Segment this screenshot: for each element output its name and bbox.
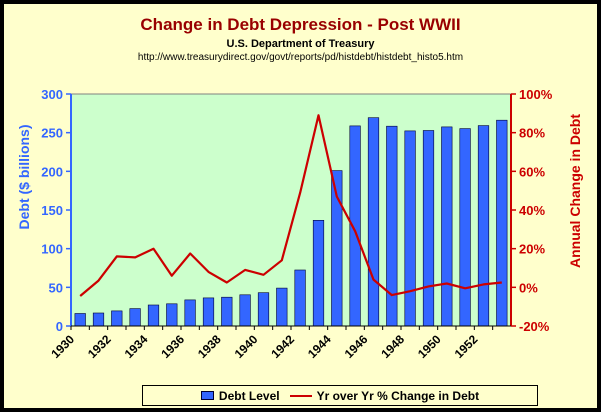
x-tick-label: 1934: [122, 332, 151, 361]
bar-1941: [276, 287, 288, 327]
chart-source: http://www.treasurydirect.gov/govt/repor…: [137, 52, 464, 63]
bar-1936: [184, 299, 196, 327]
y-tick-label: 200: [41, 164, 63, 179]
legend-item-debt-level: Debt Level: [200, 388, 280, 403]
bar-1940: [257, 292, 270, 327]
legend-item-pct-change: Yr over Yr % Change in Debt: [289, 388, 480, 403]
x-tick-label: 1942: [268, 332, 297, 361]
legend-label-pct-change: Yr over Yr % Change in Debt: [316, 388, 480, 403]
y2-tick-label: 40%: [519, 203, 545, 218]
bar-1942: [294, 269, 306, 327]
x-tick-label: 1940: [232, 332, 261, 361]
x-tick-label: 1932: [85, 332, 114, 361]
debt-chart: 0 50 100 150 200 250 300 -20% 0% 20% 40% 60% 80% 100%…: [16, 87, 583, 361]
x-tick-label: 1952: [452, 332, 481, 361]
legend-swatch-bar: [200, 391, 214, 400]
bar-1948: [404, 130, 416, 327]
x-tick-label: 1936: [158, 332, 187, 361]
x-tick-label: 1930: [48, 332, 77, 361]
pct-change-line: [79, 114, 502, 297]
y2-tick-label: 20%: [519, 242, 545, 257]
bar-1950: [441, 126, 453, 327]
bar-1934: [147, 304, 160, 327]
bar-1930: [74, 313, 86, 327]
bar-1935: [166, 303, 178, 327]
y-axis-label: Debt ($ billions): [16, 125, 32, 230]
bar-1932: [111, 310, 123, 327]
y-tick-label: 150: [41, 203, 63, 218]
x-tick-label: 1944: [305, 332, 334, 361]
bar-1953: [496, 119, 508, 327]
chart-frame: Change in Debt Depression - Post WWII U.…: [4, 4, 597, 408]
y-tick-label: 250: [41, 126, 63, 141]
plot-background: [70, 93, 512, 327]
y2-tick-label: 60%: [519, 164, 545, 179]
y2-axis-label: Annual Change in Debt: [567, 114, 583, 268]
x-tick-label: 1950: [415, 332, 444, 361]
bar-1937: [202, 297, 215, 327]
y-tick-label: 50: [49, 280, 63, 295]
bar-1931: [92, 312, 105, 327]
plot-area: 0 50 100 150 200 250 300 -20% 0% 20% 40% 60% 80% 100%…: [41, 87, 552, 361]
y-tick-label: 0: [56, 319, 63, 334]
y2-tick-label: 80%: [519, 126, 545, 141]
y-tick-label: 300: [41, 87, 63, 102]
y2-tick-label: -20%: [519, 319, 550, 334]
y2-tick-label: 100%: [519, 87, 553, 102]
bar-1943: [312, 220, 325, 327]
chart-subtitle: U.S. Department of Treasury: [226, 38, 375, 50]
bar-1933: [129, 308, 141, 327]
bar-1952: [477, 125, 490, 327]
legend: Debt Level Yr over Yr % Change in Debt: [142, 385, 538, 406]
bar-1938: [221, 296, 233, 327]
x-tick-label: 1946: [342, 332, 371, 361]
y-tick-label: 100: [41, 242, 63, 257]
y2-tick-label: 0%: [519, 280, 538, 295]
bar-1939: [239, 294, 251, 327]
x-tick-label: 1948: [378, 332, 407, 361]
legend-label-debt-level: Debt Level: [218, 388, 280, 403]
bar-1946: [367, 117, 380, 327]
bar-1951: [459, 128, 471, 327]
legend-swatch-line: [289, 394, 312, 397]
chart-title: Change in Debt Depression - Post WWII: [140, 15, 461, 34]
x-tick-label: 1938: [195, 332, 224, 361]
bar-1949: [422, 130, 435, 327]
